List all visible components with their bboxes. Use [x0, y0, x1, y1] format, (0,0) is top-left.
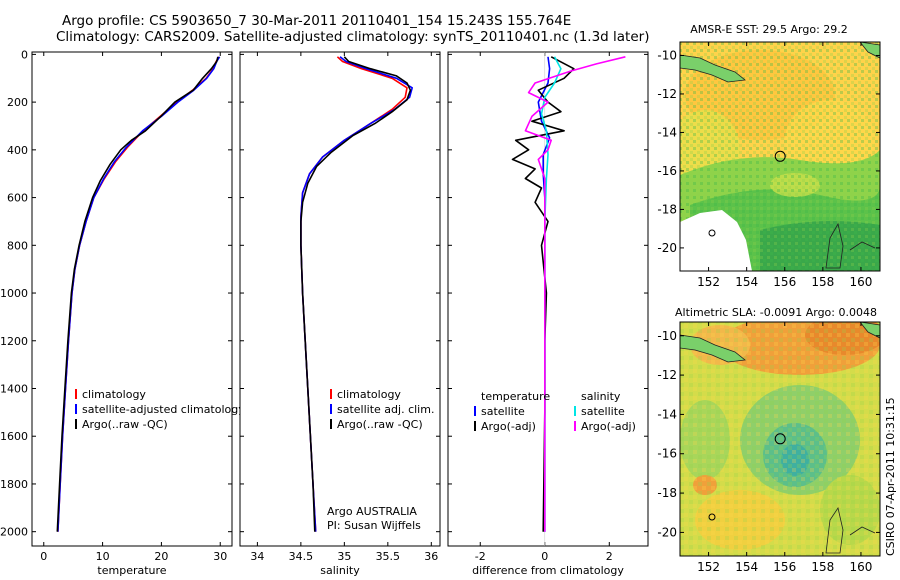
x-tick-label: 2: [606, 550, 613, 563]
x-tick-label: -2: [475, 550, 486, 563]
panel-annotation: Argo AUSTRALIA: [327, 505, 417, 518]
map-y-tick-label: -16: [657, 164, 677, 178]
y-tick-label: 0: [21, 48, 28, 61]
map-y-tick-label: -12: [657, 368, 677, 382]
series-line: [524, 56, 626, 532]
sst-map-panel: AMSR-E SST: 29.5 Argo: 29.2 152 154 156 158…: [657, 23, 881, 289]
sst-small-marker: [708, 229, 716, 237]
legend-label: climatology: [337, 388, 401, 401]
map-y-tick-label: -18: [657, 486, 677, 500]
map-x-tick-label: 158: [811, 275, 834, 289]
y-tick-label: 800: [7, 239, 28, 252]
map-x-tick-label: 160: [849, 560, 872, 574]
map-x-tick-label: 154: [735, 275, 758, 289]
x-axis-label: difference from climatology: [472, 564, 624, 577]
legend-header-salinity: salinity: [581, 390, 621, 403]
map-x-tick-label: 160: [849, 275, 872, 289]
map-x-tick-label: 156: [773, 560, 796, 574]
series-line: [300, 56, 412, 532]
sst-map-image: [680, 42, 880, 271]
y-tick-label: 400: [7, 144, 28, 157]
x-tick-label: 0: [541, 550, 548, 563]
legend-label: satellite adj. clim.: [337, 403, 434, 416]
x-tick-label: 10: [96, 550, 110, 563]
y-tick-label: 1200: [0, 335, 28, 348]
panel-annotation: PI: Susan Wijffels: [327, 519, 421, 532]
map-y-tick-label: -20: [657, 525, 677, 539]
plot-frame: [31, 51, 233, 547]
map-y-tick-label: -10: [657, 329, 677, 343]
plot-frame: [239, 51, 441, 547]
x-tick-label: 30: [213, 550, 227, 563]
x-tick-label: 35: [337, 550, 351, 563]
map-y-tick-label: -18: [657, 202, 677, 216]
sla-argo-location-marker: [774, 433, 786, 445]
legend-header-temperature: temperature: [481, 390, 550, 403]
x-tick-label: 35.5: [376, 550, 401, 563]
map-x-tick-label: 152: [697, 560, 720, 574]
sst-argo-location-marker: [774, 150, 786, 162]
y-tick-label: 1400: [0, 382, 28, 395]
y-tick-label: 1600: [0, 430, 28, 443]
sla-map-title: Altimetric SLA: -0.0091 Argo: 0.0048: [675, 306, 877, 319]
map-y-tick-label: -12: [657, 87, 677, 101]
map-x-tick-label: 158: [811, 560, 834, 574]
x-tick-label: 36: [424, 550, 438, 563]
legend-label: satellite-adjusted climatology: [82, 403, 245, 416]
legend-label: Argo(..raw -QC): [82, 418, 168, 431]
map-x-tick-label: 156: [773, 275, 796, 289]
x-tick-label: 0: [40, 550, 47, 563]
y-tick-label: 1800: [0, 478, 28, 491]
temperature-panel: 0 10 20 30 temperature 0 200 400 600 800 1000 1200 1…: [0, 48, 245, 577]
legend-label: satellite: [481, 405, 525, 418]
figure-title-line2: Climatology: CARS2009. Satellite-adjuste…: [56, 29, 650, 45]
map-y-tick-label: -14: [657, 407, 677, 421]
y-tick-label: 600: [7, 192, 28, 205]
salinity-panel: 34 34.5 35 35.5 36 salinity climatology satelli…: [239, 51, 441, 577]
x-tick-label: 20: [154, 550, 168, 563]
map-x-tick-label: 154: [735, 560, 758, 574]
x-tick-label: 34: [250, 550, 264, 563]
y-tick-label: 200: [7, 96, 28, 109]
y-tick-label: 1000: [0, 287, 28, 300]
legend-label: Argo(-adj): [581, 420, 636, 433]
legend-label: climatology: [82, 388, 146, 401]
sla-small-marker: [708, 513, 716, 521]
map-y-tick-label: -20: [657, 241, 677, 255]
map-x-tick-label: 152: [697, 275, 720, 289]
map-y-tick-label: -10: [657, 48, 677, 62]
y-tick-label: 2000: [0, 526, 28, 539]
map-y-tick-label: -16: [657, 447, 677, 461]
series-line: [56, 56, 219, 532]
legend-label: Argo(-adj): [481, 420, 536, 433]
sla-map-panel: Altimetric SLA: -0.0091 Argo: 0.0048 152…: [657, 306, 881, 574]
map-y-tick-label: -14: [657, 125, 677, 139]
legend-label: Argo(..raw -QC): [337, 418, 423, 431]
sla-map-image: [680, 322, 880, 556]
figure-title-line1: Argo profile: CS 5903650_7 30-Mar-2011 2…: [62, 13, 572, 29]
x-axis-label: salinity: [320, 564, 360, 577]
x-tick-label: 34.5: [289, 550, 314, 563]
legend-label: satellite: [581, 405, 625, 418]
sst-map-title: AMSR-E SST: 29.5 Argo: 29.2: [690, 23, 848, 36]
x-axis-label: temperature: [97, 564, 166, 577]
